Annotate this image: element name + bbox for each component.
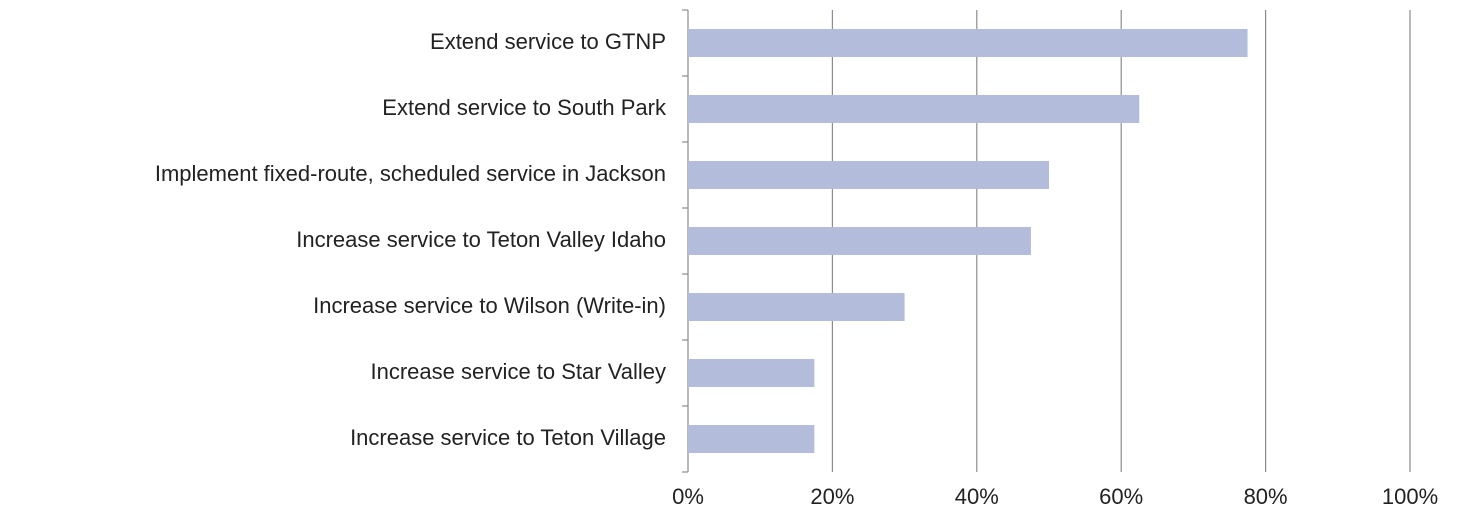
x-tick-label: 20%	[810, 484, 854, 509]
bar	[688, 425, 815, 453]
x-tick-label: 0%	[672, 484, 704, 509]
x-tick-label: 100%	[1382, 484, 1438, 509]
bar	[688, 161, 1049, 189]
x-tick-label: 40%	[955, 484, 999, 509]
bar	[688, 95, 1140, 123]
x-tick-label: 60%	[1099, 484, 1143, 509]
y-tick-label: Extend service to South Park	[382, 95, 667, 120]
bar	[688, 359, 815, 387]
y-tick-label: Increase service to Teton Valley Idaho	[296, 227, 666, 252]
bar	[688, 29, 1248, 57]
y-tick-label: Increase service to Teton Village	[350, 425, 666, 450]
y-tick-label: Increase service to Star Valley	[371, 359, 667, 384]
y-tick-label: Increase service to Wilson (Write-in)	[313, 293, 666, 318]
y-tick-label: Extend service to GTNP	[430, 29, 666, 54]
y-tick-label: Implement fixed-route, scheduled service…	[155, 161, 666, 186]
x-tick-label: 80%	[1244, 484, 1288, 509]
bar	[688, 293, 905, 321]
bar	[688, 227, 1031, 255]
